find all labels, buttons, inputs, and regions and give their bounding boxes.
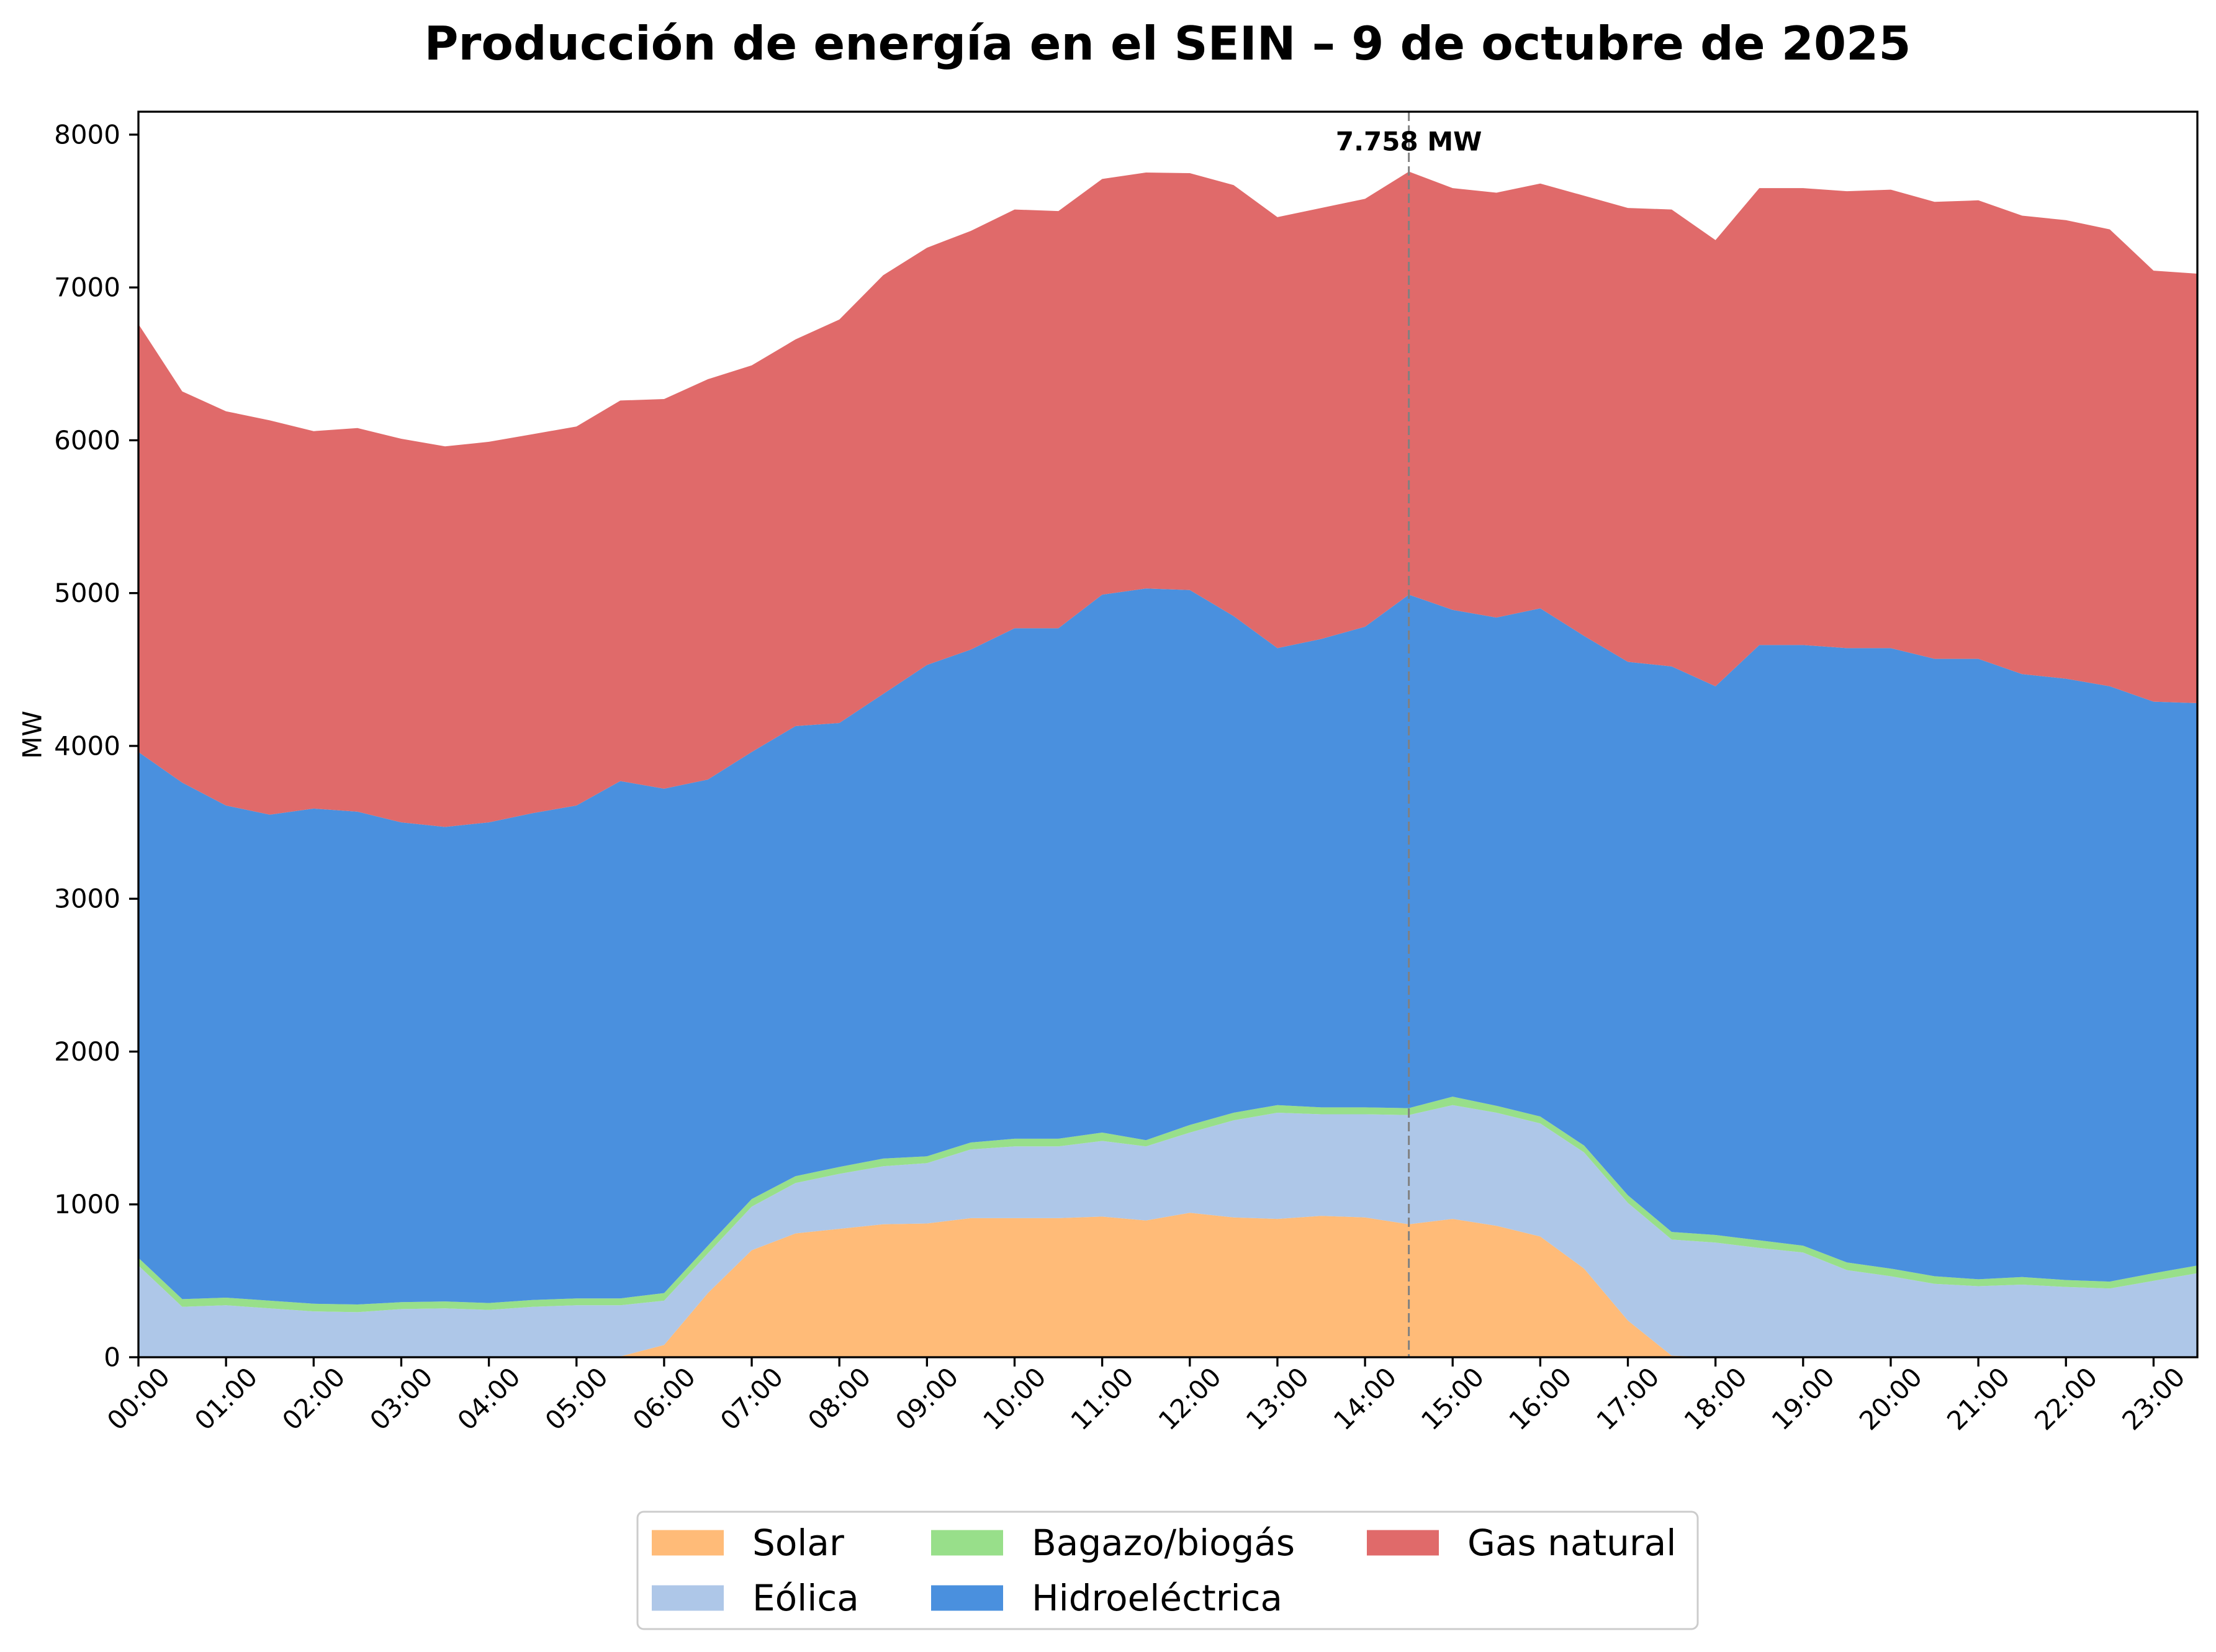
legend-swatch-eolica xyxy=(652,1585,724,1611)
x-tick-label: 10:00 xyxy=(977,1362,1052,1436)
peak-annotation-label: 7.758 MW xyxy=(1336,127,1482,157)
x-tick-label: 00:00 xyxy=(101,1362,176,1436)
legend: Solar Eólica Bagazo/biogás Hidroeléctrica Ga… xyxy=(636,1511,1699,1630)
y-tick-label: 2000 xyxy=(54,1036,120,1067)
y-tick-label: 1000 xyxy=(54,1189,120,1219)
x-tick-label: 17:00 xyxy=(1590,1362,1665,1436)
area-eolica xyxy=(138,1105,2197,1357)
y-tick-label: 0 xyxy=(104,1342,120,1373)
x-tick-label: 02:00 xyxy=(276,1362,351,1436)
legend-label: Eólica xyxy=(752,1577,859,1619)
x-tick-label: 19:00 xyxy=(1766,1362,1840,1436)
legend-swatch-solar xyxy=(652,1530,724,1556)
legend-item-hidroelectrica: Hidroeléctrica xyxy=(931,1577,1282,1619)
y-tick-label: 7000 xyxy=(54,272,120,303)
x-tick-label: 22:00 xyxy=(2029,1362,2103,1436)
x-tick-label: 06:00 xyxy=(627,1362,701,1436)
x-tick-label: 01:00 xyxy=(189,1362,263,1436)
x-tick-label: 11:00 xyxy=(1065,1362,1140,1436)
x-tick-label: 16:00 xyxy=(1503,1362,1577,1436)
x-tick-label: 21:00 xyxy=(1941,1362,2016,1436)
x-tick-label: 15:00 xyxy=(1415,1362,1490,1436)
stacked-areas xyxy=(138,171,2197,1357)
x-tick-label: 14:00 xyxy=(1328,1362,1402,1436)
x-tick-label: 20:00 xyxy=(1853,1362,1928,1436)
x-tick-label: 23:00 xyxy=(2116,1362,2191,1436)
y-tick-label: 6000 xyxy=(54,425,120,456)
x-tick-label: 05:00 xyxy=(539,1362,614,1436)
area-solar xyxy=(138,1213,2197,1357)
legend-label: Bagazo/biogás xyxy=(1032,1522,1295,1564)
area-hidroelectrica xyxy=(138,588,2197,1304)
plot-frame xyxy=(137,110,2199,1358)
y-tick-label: 4000 xyxy=(54,730,120,761)
legend-swatch-hidroelectrica xyxy=(931,1585,1003,1611)
legend-item-solar: Solar xyxy=(652,1522,844,1564)
legend-label: Gas natural xyxy=(1467,1522,1676,1564)
x-tick-label: 09:00 xyxy=(890,1362,964,1436)
x-tick-label: 08:00 xyxy=(802,1362,876,1436)
x-tick-label: 07:00 xyxy=(714,1362,789,1436)
x-axis: 00:00 01:00 02:00 03:00 04:00 05:00 06:00 07:00… xyxy=(101,1357,2191,1436)
x-tick-label: 12:00 xyxy=(1153,1362,1227,1436)
legend-item-bagazo-biogas: Bagazo/biogás xyxy=(931,1522,1295,1564)
legend-item-eolica: Eólica xyxy=(652,1577,859,1619)
chart-title: Producción de energía en el SEIN – 9 de … xyxy=(424,16,1911,71)
y-tick-label: 5000 xyxy=(54,578,120,608)
x-tick-label: 13:00 xyxy=(1240,1362,1315,1436)
y-axis: 0 1000 2000 3000 4000 5000 6000 7000 8000 xyxy=(54,119,138,1373)
area-gas-natural xyxy=(138,171,2197,827)
legend-swatch-gas-natural xyxy=(1367,1530,1439,1556)
legend-label: Hidroeléctrica xyxy=(1032,1577,1282,1619)
legend-item-gas-natural: Gas natural xyxy=(1367,1522,1676,1564)
x-tick-label: 04:00 xyxy=(451,1362,526,1436)
x-tick-label: 03:00 xyxy=(364,1362,438,1436)
y-tick-label: 3000 xyxy=(54,884,120,914)
legend-swatch-bagazo-biogas xyxy=(931,1530,1003,1556)
y-tick-label: 8000 xyxy=(54,119,120,150)
legend-label: Solar xyxy=(752,1522,844,1564)
y-axis-label: MW xyxy=(17,711,48,759)
x-tick-label: 18:00 xyxy=(1678,1362,1753,1436)
